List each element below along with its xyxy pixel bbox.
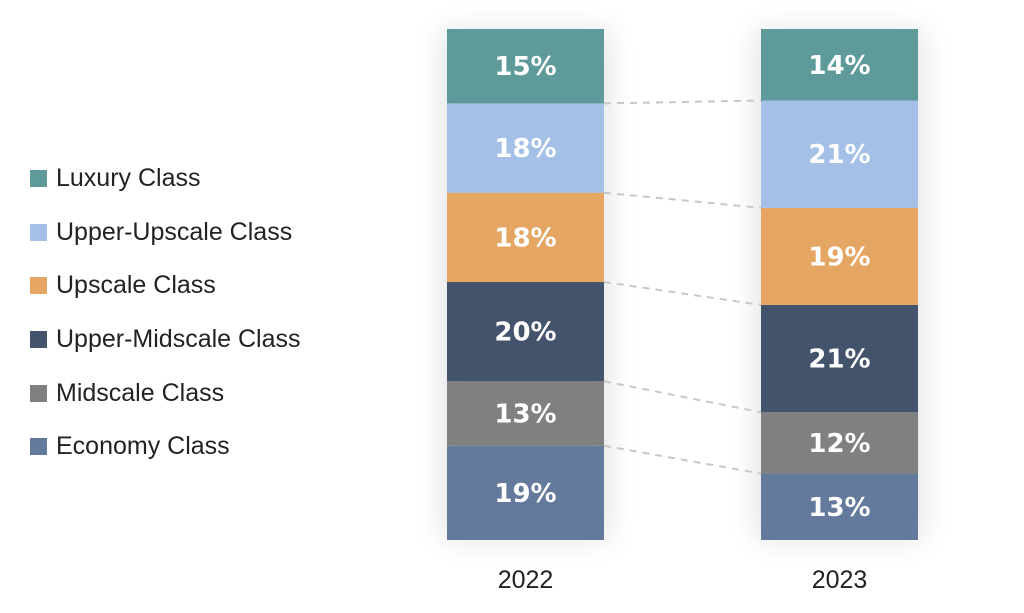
bar-segment-upscale-class-2022: [447, 192, 604, 283]
legend-item-upper-midscale: Upper-Midscale Class: [30, 313, 360, 367]
legend-item-luxury: Luxury Class: [30, 152, 360, 206]
data-label-upper-upscale-class-2023: 21%: [808, 140, 870, 170]
bar-segment-midscale-class-2023: [761, 412, 918, 474]
legend-label-midscale: Midscale Class: [56, 378, 225, 407]
legend-swatch-midscale: [30, 384, 47, 402]
connector-line-upper-upscale-class: [603, 99, 762, 105]
data-label-upscale-class-2022: 18%: [494, 223, 556, 253]
legend-swatch-economy: [30, 438, 47, 456]
bar-segment-luxury-class-2023: [761, 29, 918, 101]
data-label-upscale-class-2023: 19%: [808, 242, 870, 272]
connector-line-economy-class: [603, 444, 762, 475]
data-label-upper-midscale-class-2022: 20%: [494, 318, 556, 348]
legend-swatch-upscale: [30, 277, 47, 295]
legend-swatch-upper-upscale: [30, 223, 47, 241]
bar-segment-upper-upscale-class-2023: [761, 100, 918, 208]
legend-item-upper-upscale: Upper-Upscale Class: [30, 206, 360, 260]
bar-segment-midscale-class-2022: [447, 381, 604, 446]
data-label-luxury-class-2022: 15%: [494, 52, 556, 82]
data-label-economy-class-2022: 19%: [494, 479, 556, 509]
data-label-upper-upscale-class-2022: 18%: [494, 134, 556, 164]
bar-segment-upper-midscale-class-2023: [761, 304, 918, 413]
legend: Luxury Class Upper-Upscale Class Upscale…: [30, 152, 360, 474]
data-label-luxury-class-2023: 14%: [808, 51, 870, 81]
legend-label-luxury: Luxury Class: [56, 164, 201, 193]
connector-line-upscale-class: [603, 191, 762, 209]
data-label-economy-class-2023: 13%: [808, 493, 870, 523]
data-label-upper-midscale-class-2023: 21%: [808, 345, 870, 375]
bar-segment-upper-midscale-class-2022: [447, 282, 604, 382]
legend-item-economy: Economy Class: [30, 420, 360, 474]
legend-item-upscale: Upscale Class: [30, 259, 360, 313]
connector-line-upper-midscale-class: [603, 281, 762, 306]
legend-swatch-upper-midscale: [30, 331, 47, 349]
x-tick-label-2022: 2022: [498, 566, 554, 594]
data-label-midscale-class-2022: 13%: [494, 399, 556, 429]
bar-segment-economy-class-2023: [761, 473, 918, 540]
data-label-midscale-class-2023: 12%: [808, 429, 870, 459]
bar-segment-upscale-class-2023: [761, 207, 918, 305]
x-tick-label-2023: 2023: [812, 566, 868, 594]
legend-swatch-luxury: [30, 170, 47, 188]
bar-segment-luxury-class-2022: [447, 29, 604, 104]
legend-label-upper-midscale: Upper-Midscale Class: [56, 325, 301, 354]
legend-label-upscale: Upscale Class: [56, 271, 216, 300]
legend-item-midscale: Midscale Class: [30, 366, 360, 420]
connector-line-midscale-class: [603, 380, 762, 414]
bar-segment-upper-upscale-class-2022: [447, 103, 604, 193]
bar-segment-economy-class-2022: [447, 445, 604, 540]
legend-label-upper-upscale: Upper-Upscale Class: [56, 217, 293, 246]
legend-label-economy: Economy Class: [56, 432, 230, 461]
